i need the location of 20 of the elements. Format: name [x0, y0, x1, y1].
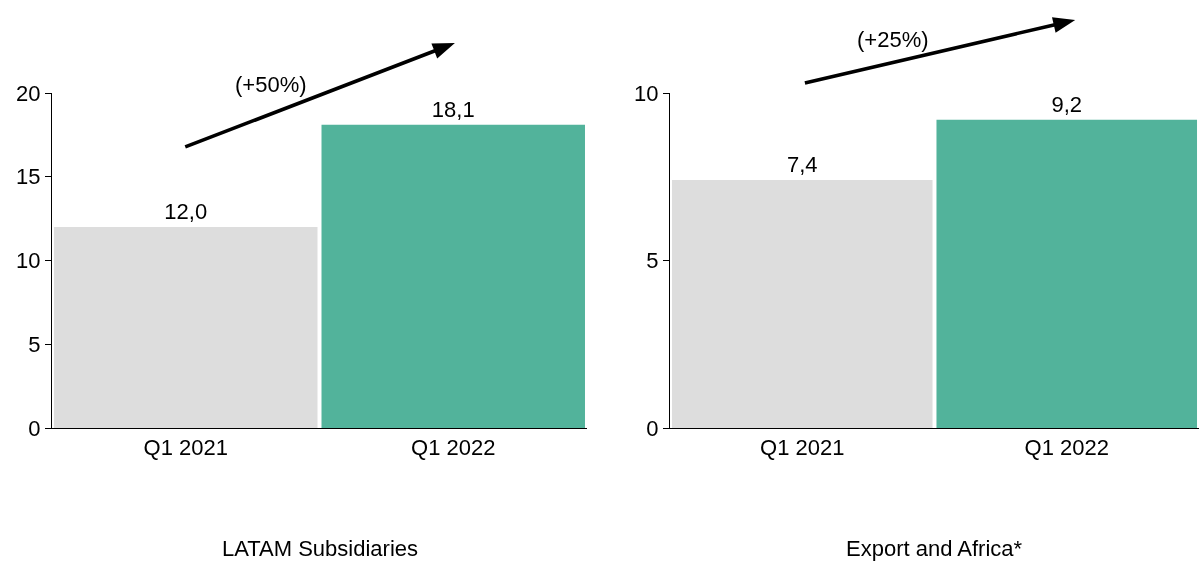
x-axis-title: Export and Africa*: [846, 536, 1023, 561]
y-tick-label: 20: [16, 80, 41, 106]
y-tick-label: 0: [28, 415, 41, 441]
y-tick-label: 10: [16, 248, 41, 274]
x-axis-title: LATAM Subsidiaries: [222, 536, 419, 561]
annotation: (+50%): [235, 72, 307, 97]
x-tick-label: Q1 2021: [143, 435, 228, 461]
y-tick-label: 0: [646, 415, 659, 441]
y-tick-label: 15: [16, 164, 41, 190]
y-tick-label: 5: [646, 248, 659, 274]
y-tick-label: 5: [28, 331, 41, 357]
text: (+25%): [857, 27, 929, 52]
data-label: 9,2: [1051, 91, 1083, 117]
x-tick-label: Q1 2022: [411, 435, 496, 461]
y-tick-label: 10: [634, 80, 659, 106]
data-label: 7,4: [786, 152, 818, 178]
x-tick-label: Q1 2021: [760, 435, 845, 461]
x-tick-label: Q1 2022: [1024, 435, 1109, 461]
data-label: 18,1: [431, 96, 475, 122]
data-label: 12,0: [164, 199, 208, 224]
